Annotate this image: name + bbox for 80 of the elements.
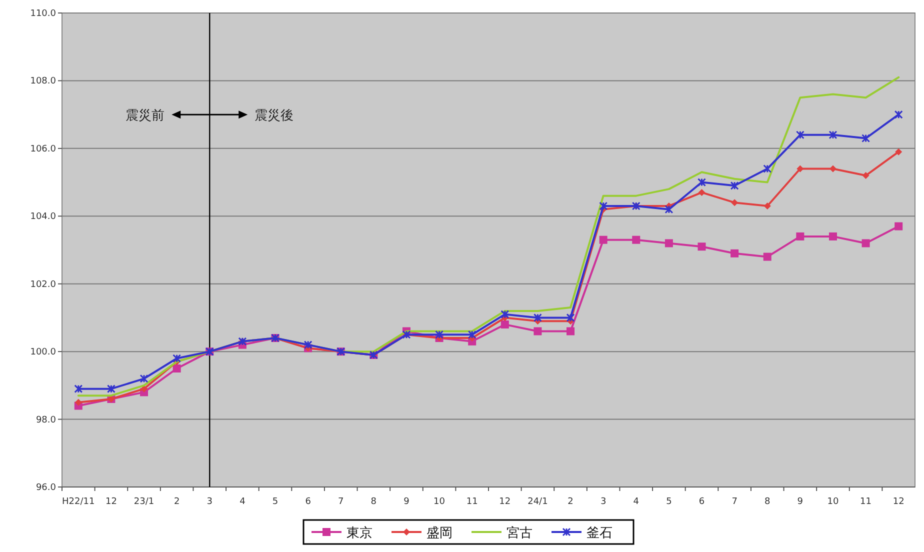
x-tick-label: 10 bbox=[434, 497, 446, 507]
x-tick-label: 6 bbox=[305, 497, 312, 507]
point bbox=[796, 165, 804, 172]
point bbox=[862, 134, 870, 143]
point bbox=[895, 148, 902, 156]
point bbox=[731, 199, 738, 206]
point bbox=[140, 374, 148, 383]
point bbox=[304, 340, 312, 350]
point bbox=[566, 327, 575, 336]
legend-label: 宮古 bbox=[506, 525, 532, 541]
x-tick-label: 3 bbox=[206, 497, 212, 507]
x-tick-label: 10 bbox=[827, 497, 839, 507]
point bbox=[730, 249, 739, 258]
y-tick-label: 106.0 bbox=[30, 144, 56, 154]
point bbox=[698, 178, 706, 187]
x-tick-label: 2 bbox=[568, 497, 574, 507]
legend-label: 東京 bbox=[346, 526, 372, 541]
point bbox=[140, 385, 148, 392]
x-tick-label: 2 bbox=[174, 497, 180, 507]
point bbox=[764, 202, 771, 210]
x-tick-label: 5 bbox=[272, 497, 278, 507]
point bbox=[763, 252, 772, 261]
point bbox=[862, 172, 870, 180]
x-tick-label: 11 bbox=[860, 497, 872, 507]
x-tick-label: 12 bbox=[499, 497, 511, 507]
x-tick-label: 4 bbox=[633, 497, 640, 507]
x-tick-label: 9 bbox=[797, 497, 804, 507]
point bbox=[599, 202, 608, 210]
point bbox=[172, 354, 182, 363]
point bbox=[500, 310, 510, 319]
point bbox=[468, 330, 476, 339]
point bbox=[828, 232, 837, 240]
x-tick-label: 24/1 bbox=[528, 497, 548, 507]
x-tick-label: 7 bbox=[338, 497, 344, 507]
x-tick-label: 7 bbox=[732, 497, 738, 507]
legend-label: 釜石 bbox=[586, 526, 612, 541]
x-tick-label: H22/11 bbox=[62, 497, 95, 507]
point bbox=[106, 384, 116, 394]
point bbox=[829, 165, 836, 172]
x-tick-label: 11 bbox=[466, 497, 478, 507]
point bbox=[698, 242, 706, 251]
point bbox=[566, 313, 575, 322]
x-tick-label: 9 bbox=[404, 497, 410, 507]
y-tick-label: 110.0 bbox=[30, 9, 56, 19]
x-tick-label: 4 bbox=[240, 497, 246, 507]
annotation: 震災後 bbox=[254, 108, 294, 124]
point bbox=[533, 313, 542, 322]
point bbox=[500, 320, 509, 328]
x-tick-label: 5 bbox=[666, 497, 672, 507]
x-tick-label: 12 bbox=[105, 497, 117, 507]
y-tick-label: 100.0 bbox=[30, 348, 56, 358]
x-tick-label: 8 bbox=[370, 497, 377, 507]
point bbox=[730, 181, 739, 190]
y-tick-label: 104.0 bbox=[30, 212, 56, 222]
point bbox=[664, 205, 674, 214]
point bbox=[698, 188, 706, 196]
x-tick-label: 12 bbox=[892, 497, 904, 507]
point bbox=[599, 236, 608, 244]
point bbox=[664, 239, 673, 248]
point bbox=[632, 236, 640, 244]
point bbox=[763, 164, 772, 173]
point bbox=[828, 130, 838, 140]
annotation: 震災前 bbox=[126, 108, 165, 124]
y-tick-label: 96.0 bbox=[36, 483, 56, 493]
y-tick-label: 102.0 bbox=[30, 280, 56, 290]
x-tick-label: 6 bbox=[698, 497, 705, 507]
point bbox=[894, 222, 903, 230]
point bbox=[796, 130, 804, 140]
point bbox=[534, 327, 542, 336]
point bbox=[435, 330, 444, 339]
x-tick-label: 23/1 bbox=[134, 497, 154, 507]
y-tick-label: 108.0 bbox=[30, 76, 56, 87]
point bbox=[796, 232, 804, 240]
x-tick-label: 8 bbox=[764, 497, 770, 507]
y-tick-label: 98.0 bbox=[36, 415, 56, 426]
legend-label: 盛岡 bbox=[426, 526, 452, 541]
point bbox=[862, 239, 870, 248]
point bbox=[172, 364, 181, 372]
point bbox=[74, 398, 82, 406]
x-tick-label: 3 bbox=[600, 497, 606, 507]
